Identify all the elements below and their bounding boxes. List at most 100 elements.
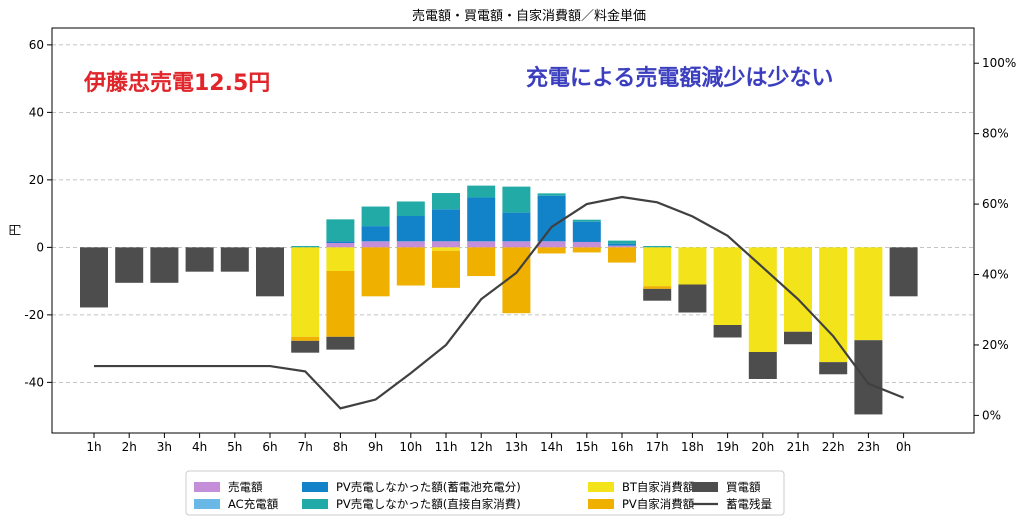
- bar-segment: [396, 201, 425, 216]
- y-tick-label: 40: [29, 105, 44, 119]
- bar-segment: [537, 247, 566, 254]
- bar-segment: [502, 212, 531, 242]
- legend-label: PV売電しなかった額(蓄電池充電分): [336, 480, 521, 494]
- legend-label: 売電額: [228, 480, 263, 494]
- legend-label: PV自家消費額: [622, 497, 695, 511]
- x-tick-label: 2h: [122, 440, 137, 454]
- bar-segment: [326, 271, 355, 337]
- bar-segment: [432, 247, 460, 251]
- bar-segment: [396, 247, 425, 286]
- bar-segment: [291, 340, 320, 353]
- bar-segment: [608, 245, 636, 248]
- bar-segment: [291, 247, 320, 337]
- x-tick-label: 19h: [716, 440, 739, 454]
- bar-segment: [361, 247, 390, 297]
- x-tick-label: 7h: [298, 440, 313, 454]
- bar-segment: [854, 247, 883, 341]
- y2-tick-label: 40%: [982, 268, 1009, 282]
- y-tick-label: 20: [29, 173, 44, 187]
- bar-segment: [396, 215, 425, 242]
- legend-swatch: [588, 499, 614, 509]
- bar-segment: [396, 241, 425, 248]
- bar-segment: [467, 197, 496, 242]
- bar-segment: [326, 219, 355, 242]
- x-tick-label: 18h: [681, 440, 704, 454]
- plot-frame: [51, 27, 975, 434]
- y2-tick-label: 0%: [982, 408, 1001, 422]
- legend-label: 蓄電残量: [726, 497, 772, 511]
- bar-segment: [678, 247, 707, 285]
- bar-segment: [291, 246, 320, 248]
- bar-segment: [220, 247, 249, 272]
- legend-swatch: [302, 482, 328, 492]
- bar-segment: [748, 247, 777, 352]
- bars: [80, 185, 918, 415]
- bar-segment: [467, 185, 496, 198]
- bar-segment: [572, 221, 601, 242]
- x-tick-label: 3h: [157, 440, 172, 454]
- bar-segment: [819, 362, 848, 375]
- x-tick-label: 15h: [575, 440, 598, 454]
- x-tick-label: 4h: [192, 440, 207, 454]
- bar-segment: [784, 331, 812, 345]
- y2-tick-label: 80%: [982, 127, 1009, 141]
- annotation-sell-price: 伊藤忠売電12.5円: [83, 70, 270, 96]
- y2-tick-label: 100%: [982, 56, 1016, 70]
- bar-segment: [432, 250, 460, 288]
- bar-segment: [608, 247, 636, 263]
- bar-segment: [326, 247, 355, 271]
- y2-tick-label: 60%: [982, 197, 1009, 211]
- bar-segment: [889, 247, 918, 297]
- bar-segment: [361, 226, 390, 242]
- x-tick-label: 9h: [368, 440, 383, 454]
- x-tick-label: 23h: [857, 440, 880, 454]
- bar-segment: [361, 241, 390, 248]
- bar-segment: [467, 241, 496, 248]
- y-tick-label: 60: [29, 38, 44, 52]
- x-tick-label: 16h: [611, 440, 634, 454]
- x-tick-label: 5h: [227, 440, 242, 454]
- bar-segment: [678, 284, 707, 313]
- bar-segment: [608, 240, 636, 244]
- bar-segment: [326, 336, 355, 350]
- bar-segment: [502, 186, 531, 213]
- bar-segment: [572, 219, 601, 222]
- legend-label: BT自家消費額: [622, 480, 695, 494]
- bar-segment: [467, 247, 496, 277]
- bar-segment: [432, 193, 460, 210]
- x-tick-label: 6h: [262, 440, 277, 454]
- x-tick-label: 17h: [646, 440, 669, 454]
- legend-swatch: [588, 482, 614, 492]
- x-axis: 1h 2h 3h 4h 5h 6h 7h 8h 9h 10h 11h 12h 13h 14h 15h 16h 1…: [86, 433, 911, 454]
- legend-swatch: [302, 499, 328, 509]
- bar-segment: [537, 193, 566, 196]
- x-tick-label: 0h: [896, 440, 911, 454]
- x-tick-label: 13h: [505, 440, 528, 454]
- legend: 売電額 AC充電額 PV売電しなかった額(蓄電池充電分) PV売電しなかった額(直接自…: [185, 470, 785, 516]
- legend-label: AC充電額: [228, 497, 279, 511]
- x-tick-label: 11h: [435, 440, 458, 454]
- y-tick-label: -40: [24, 375, 44, 389]
- y-axis-left: 60 40 20 0 -20 -40: [24, 38, 52, 389]
- legend-swatch: [194, 499, 220, 509]
- x-tick-label: 20h: [751, 440, 774, 454]
- bar-segment: [643, 247, 672, 287]
- bar-segment: [326, 241, 355, 243]
- bar-segment: [572, 241, 601, 248]
- bar-segment: [150, 247, 179, 283]
- bar-segment: [432, 241, 460, 248]
- bar-segment: [115, 247, 144, 283]
- x-tick-label: 12h: [470, 440, 493, 454]
- y-axis-label: 円: [8, 224, 22, 236]
- y-tick-label: 0: [36, 240, 44, 254]
- bar-segment: [361, 206, 390, 227]
- bar-segment: [432, 209, 460, 242]
- legend-label: PV売電しなかった額(直接自家消費): [336, 497, 521, 511]
- x-tick-label: 10h: [399, 440, 422, 454]
- bar-segment: [291, 336, 320, 341]
- bar-segment: [608, 243, 636, 246]
- x-tick-label: 21h: [787, 440, 810, 454]
- x-tick-label: 1h: [86, 440, 101, 454]
